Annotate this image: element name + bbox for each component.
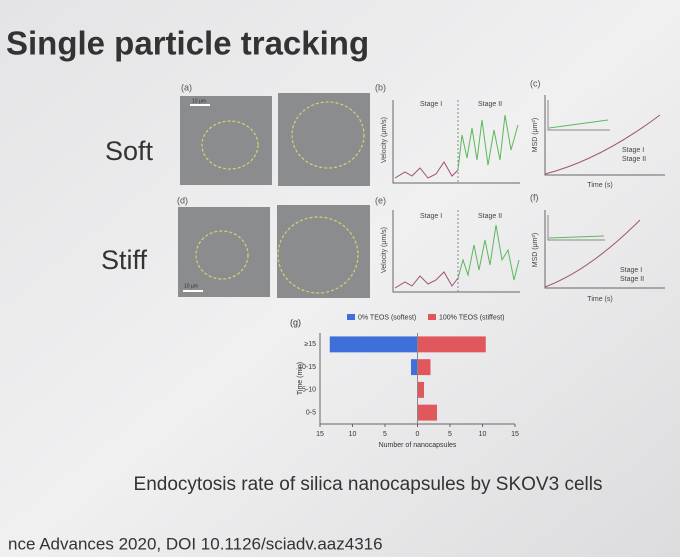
caption: Endocytosis rate of silica nanocapsules … [134, 474, 603, 495]
panel-label: (g) [290, 317, 301, 327]
panel-label: (f) [530, 192, 539, 202]
panel-label: (c) [530, 78, 541, 88]
scale-bar-label: 10 μm [184, 283, 198, 289]
bar [417, 336, 486, 353]
slide-title: Single particle tracking [6, 25, 369, 62]
x-tick-label: 15 [511, 431, 519, 438]
bar [417, 404, 437, 421]
citation: nce Advances 2020, DOI 10.1126/sciadv.aa… [8, 534, 383, 553]
panel-label: (d) [177, 195, 188, 205]
legend-entry: 0% TEOS (softest) [358, 314, 416, 321]
x-tick-label: 5 [383, 431, 387, 438]
legend-entry: Stage I [620, 267, 642, 274]
scale-bar-label: 10 μm [192, 98, 206, 104]
y-tick-label: 10-15 [298, 364, 316, 371]
x-tick-label: 5 [448, 431, 452, 438]
x-tick-label: 10 [349, 431, 357, 438]
x-tick-label: 15 [316, 431, 324, 438]
stage-label: Stage II [478, 213, 502, 220]
legend-swatch [347, 314, 355, 320]
row-label: Soft [105, 136, 154, 166]
stage-label: Stage I [420, 213, 442, 220]
legend-entry: 100% TEOS (stiffest) [439, 314, 505, 321]
axis-label: MSD (μm²) [532, 233, 539, 267]
panel-label: (e) [375, 195, 386, 205]
y-tick-label: ≥15 [304, 341, 316, 348]
x-tick-label: 10 [479, 431, 487, 438]
panel-label: (b) [375, 82, 386, 92]
bar-chart: (g) 15 10 5 0 5 10 15 ≥15 10-15 5-10 0-5 Number of n… [290, 314, 519, 449]
legend-entry: Stage II [622, 156, 646, 163]
axis-label: Velocity (μm/s) [381, 117, 388, 163]
axis-label: Velocity (μm/s) [381, 227, 388, 273]
axis-label: Time (s) [587, 296, 612, 303]
y-axis-label: Time (min) [297, 362, 304, 395]
stage-label: Stage II [478, 101, 502, 108]
legend-entry: Stage II [620, 276, 644, 283]
legend-swatch [428, 314, 436, 320]
bar [329, 336, 418, 353]
stage-label: Stage I [420, 101, 442, 108]
legend-entry: Stage I [622, 147, 644, 154]
micrographs [178, 93, 370, 298]
x-axis-label: Number of nanocapsules [379, 442, 457, 449]
x-tick-label: 0 [416, 431, 420, 438]
msd-plots [544, 95, 665, 289]
row-label: Stiff [101, 245, 148, 275]
axis-label: MSD (μm²) [532, 118, 539, 152]
y-tick-label: 5-10 [302, 387, 316, 394]
y-tick-label: 0-5 [306, 409, 316, 416]
axis-label: Time (s) [587, 182, 612, 189]
panel-label: (a) [181, 82, 192, 92]
bar [417, 381, 424, 398]
velocity-plots [392, 100, 520, 293]
bar [417, 359, 431, 376]
bar [411, 359, 418, 376]
